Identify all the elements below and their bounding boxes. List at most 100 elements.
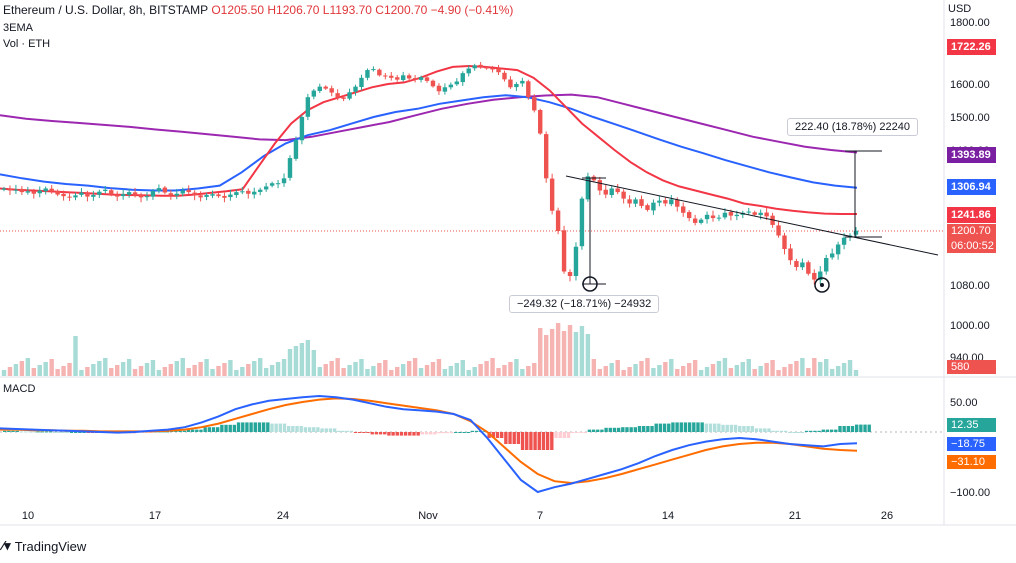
candle-body: [776, 225, 781, 236]
volume-bar: [383, 360, 388, 376]
volume-bar: [246, 364, 251, 376]
candle-body: [698, 219, 704, 223]
macd-hist-bar: [650, 426, 654, 432]
ema-indicator-label[interactable]: 3EMA: [3, 22, 33, 34]
volume-bar: [782, 367, 787, 376]
measure-up-label[interactable]: 222.40 (18.78%) 22240: [787, 118, 918, 136]
macd-hist-bar: [642, 426, 646, 432]
candle-body: [180, 190, 185, 194]
candle-body: [198, 195, 203, 198]
volume-bar: [496, 368, 501, 376]
candle-body: [615, 188, 620, 193]
volume-bar: [704, 367, 710, 376]
macd-hist-bar: [341, 430, 345, 432]
volume-bar: [79, 370, 84, 376]
volume-bar: [168, 364, 174, 376]
macd-hist-bar: [512, 432, 516, 444]
volume-bar: [794, 361, 799, 376]
volume-bar: [395, 367, 400, 376]
volume-bar: [55, 369, 60, 376]
candle-body: [579, 198, 585, 247]
candle-body: [168, 193, 174, 196]
candle-body: [371, 69, 376, 71]
volume-bar: [603, 366, 608, 376]
volume-bar: [329, 361, 334, 376]
macd-indicator-label[interactable]: MACD: [3, 383, 36, 395]
candle-body: [353, 86, 358, 92]
candle-body: [103, 189, 108, 191]
ema-purple-line: [0, 93, 858, 154]
candle-body: [561, 230, 567, 272]
volume-bar: [144, 363, 150, 376]
volume-bar: [132, 369, 138, 376]
volume-indicator-label[interactable]: Vol · ETH: [3, 38, 51, 50]
volume-bar: [722, 358, 728, 376]
grid: [0, 0, 1016, 526]
volume-bar: [43, 362, 48, 376]
macd-hist-bar: [165, 431, 170, 433]
candle-body: [853, 230, 859, 235]
macd-hist-bar: [558, 432, 562, 438]
date-tick-label: 24: [277, 510, 289, 522]
candle-body: [436, 85, 442, 92]
candle-body: [299, 117, 305, 141]
volume-bar: [192, 365, 197, 376]
candle-body: [400, 75, 406, 81]
macd-hist-bar: [261, 422, 266, 432]
macd-hist-bar: [195, 429, 199, 432]
macd-hist-bar: [15, 430, 19, 432]
macd-line: [0, 394, 858, 494]
macd-hist-bar: [23, 431, 28, 433]
macd-hist-bar: [646, 426, 650, 432]
volume-bar: [269, 365, 275, 376]
price-tick-label: 1500.00: [950, 112, 990, 124]
candle-body: [478, 64, 483, 67]
macd-hist-bar: [420, 432, 425, 435]
candle-body: [454, 81, 460, 85]
volume-bar: [829, 369, 835, 376]
macd-hist-bar: [454, 432, 458, 433]
volume-bar: [639, 361, 644, 376]
volume-bar: [365, 369, 370, 376]
tradingview-brand[interactable]: ⁄▾ TradingView: [2, 538, 86, 554]
measure-down-label[interactable]: −249.32 (−18.71%) −24932: [509, 295, 660, 313]
candle-body: [252, 191, 257, 195]
candle-body: [377, 69, 382, 76]
macd-hist-bar: [320, 428, 324, 432]
volume-bar: [490, 358, 495, 376]
candle-body: [746, 211, 751, 213]
candle-body: [43, 188, 48, 192]
macd-hist-bar: [775, 430, 780, 432]
candle-body: [496, 68, 501, 73]
macd-hist-bar: [57, 432, 61, 433]
volume-bar: [538, 328, 543, 376]
macd-hist-bar: [604, 427, 608, 432]
macd-hist-bar: [433, 432, 437, 435]
macd-hist-bar: [44, 431, 49, 433]
candle-body: [824, 258, 829, 272]
anchor-dot: [820, 283, 824, 287]
volume-bar: [377, 363, 382, 376]
macd-hist-bar: [804, 430, 809, 432]
candle-body: [829, 253, 835, 258]
volume-bar: [543, 335, 549, 376]
candle-body: [645, 205, 650, 210]
macd-hist-bar: [550, 432, 554, 450]
volume-bar: [698, 370, 704, 376]
macd-hist-bar: [717, 423, 721, 432]
candle-body: [257, 189, 263, 192]
volume-bar: [532, 363, 537, 376]
candle-body: [716, 217, 722, 219]
macd-hist-bar: [587, 429, 592, 432]
volume-bar: [418, 368, 424, 376]
macd-tick-label: 50.00: [950, 397, 978, 409]
candle-body: [526, 81, 531, 98]
volume-bar: [73, 336, 78, 376]
macd-hist-bar: [738, 426, 742, 432]
candle-body: [752, 212, 757, 215]
volume-bar: [317, 367, 322, 376]
macd-hist-bar: [504, 432, 508, 444]
candle-body: [115, 194, 120, 197]
candle-body: [317, 86, 322, 91]
